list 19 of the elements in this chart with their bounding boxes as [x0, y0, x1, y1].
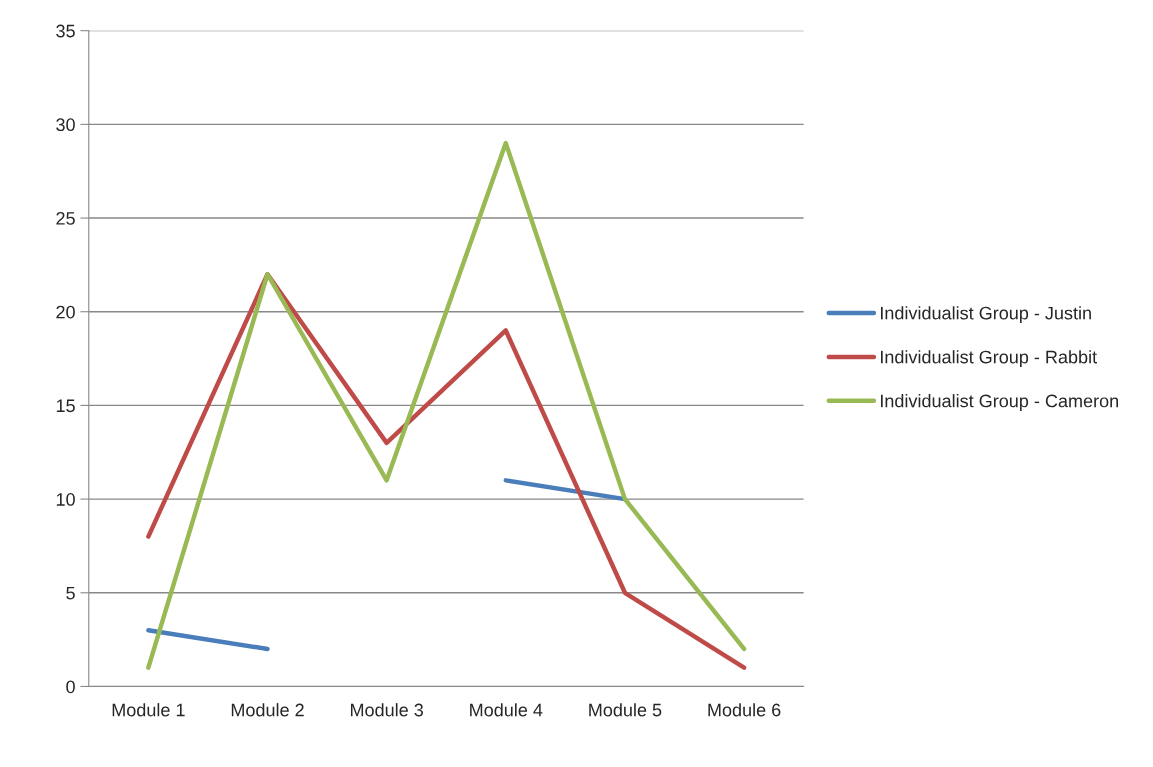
x-tick-label: Module 2 — [231, 703, 304, 717]
legend-label: Individualist Group - Justin — [880, 306, 1091, 324]
x-tick-label: Module 4 — [470, 703, 543, 717]
line-series — [146, 140, 747, 670]
y-tick-label: 5 — [66, 586, 75, 600]
x-tick-label: Module 6 — [708, 703, 781, 717]
y-tick-label: 35 — [56, 24, 75, 38]
y-tick-label: 0 — [66, 680, 75, 694]
legend-label: Individualist Group - Rabbit — [880, 350, 1097, 367]
y-tick-label: 30 — [56, 118, 75, 132]
x-tick-label: Module 5 — [589, 703, 662, 717]
y-tick-label: 15 — [56, 399, 75, 413]
x-tick-label: Module 3 — [350, 703, 423, 717]
legend-label: Individualist Group - Cameron — [880, 394, 1118, 411]
y-tick-label: 20 — [56, 305, 75, 319]
line-series — [146, 272, 747, 670]
y-tick-label: 10 — [56, 493, 75, 506]
x-tick-label: Module 1 — [112, 703, 185, 717]
y-tick-label: 25 — [56, 211, 75, 225]
